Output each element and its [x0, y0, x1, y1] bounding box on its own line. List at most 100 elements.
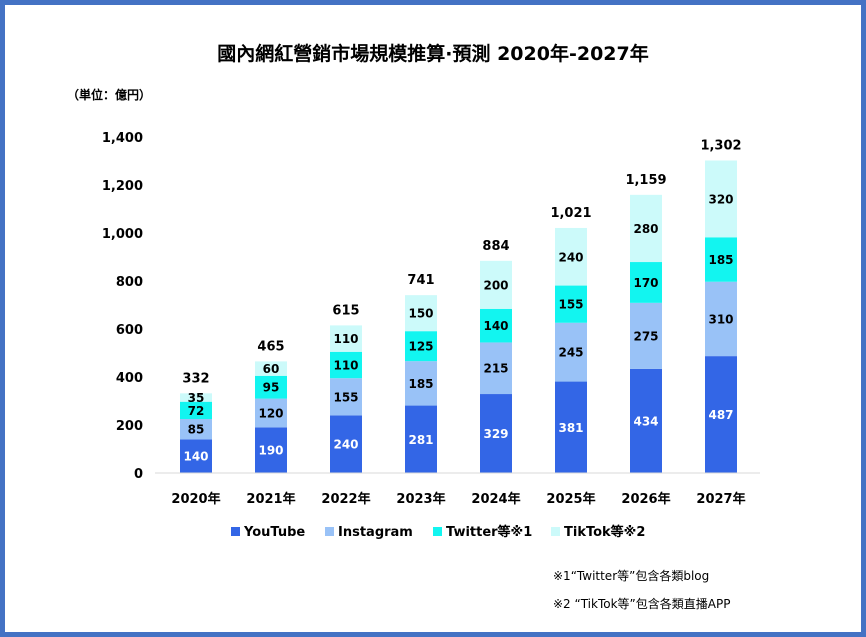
bar-segment-twitter — [255, 375, 287, 399]
total-label: 332 — [182, 371, 209, 386]
stacked-bar-chart: 國內網紅營銷市場規模推算·預測 2020年-2027年 （単位：億円） 0 200… — [67, 42, 760, 611]
bar-segment-twitter — [405, 331, 437, 362]
bar-segment-youtube — [480, 394, 512, 473]
bar-segment-twitter — [480, 308, 512, 343]
x-tick-label: 2020年 — [171, 491, 220, 507]
data-label: 310 — [708, 312, 733, 326]
legend-swatch — [433, 527, 442, 536]
bar-segment-tiktok — [255, 361, 287, 376]
total-label: 615 — [332, 303, 359, 318]
x-tick-label: 2023年 — [396, 491, 445, 507]
y-tick-label: 200 — [116, 419, 143, 434]
bar-segment-tiktok — [630, 194, 662, 263]
x-tick-label: 2027年 — [696, 491, 745, 507]
bar-segment-instagram — [630, 302, 662, 369]
bar-segment-instagram — [330, 378, 362, 416]
data-label: 200 — [483, 278, 508, 292]
data-label: 155 — [558, 298, 583, 312]
unit-label: （単位：億円） — [67, 87, 151, 102]
y-tick-label: 0 — [134, 467, 143, 482]
chart-frame: 國內網紅營銷市場規模推算·預測 2020年-2027年 （単位：億円） 0 200… — [5, 5, 861, 632]
data-label: 240 — [558, 250, 583, 264]
bar-segment-instagram — [255, 398, 287, 428]
data-label: 72 — [188, 404, 205, 418]
x-axis: 2020年 2021年 2022年 2023年 2024年 2025年 2026年 2027年 — [155, 472, 760, 507]
footnote-1: ※1“Twitter等”包含各類blog — [553, 568, 709, 583]
data-label: 185 — [708, 253, 733, 267]
legend-label: TikTok等※2 — [564, 524, 645, 540]
data-label: 110 — [333, 359, 358, 373]
bar-segment-youtube — [330, 415, 362, 473]
legend-swatch — [551, 527, 560, 536]
data-label: 434 — [633, 414, 658, 428]
bar-segment-instagram — [555, 322, 587, 382]
x-tick-label: 2022年 — [321, 491, 370, 507]
data-label: 381 — [558, 421, 583, 435]
bar-segment-youtube — [555, 381, 587, 473]
data-label: 120 — [258, 407, 283, 421]
legend-label: YouTube — [243, 525, 305, 540]
data-label: 60 — [263, 362, 280, 376]
x-tick-label: 2025年 — [546, 491, 595, 507]
data-label: 140 — [483, 319, 508, 333]
y-tick-label: 1,400 — [102, 131, 143, 146]
data-label: 125 — [408, 340, 433, 354]
data-label: 85 — [188, 423, 205, 437]
data-label: 150 — [408, 307, 433, 321]
bar-segment-tiktok — [405, 295, 437, 332]
data-label: 320 — [708, 192, 733, 206]
total-label: 1,159 — [625, 173, 666, 188]
data-label: 190 — [258, 444, 283, 458]
data-label: 95 — [263, 381, 280, 395]
bar-segment-youtube — [705, 356, 737, 473]
total-label: 1,021 — [550, 206, 591, 221]
legend-label: Instagram — [338, 525, 413, 540]
bar-segment-twitter — [630, 262, 662, 303]
bar-segment-tiktok — [480, 260, 512, 309]
chart-title: 國內網紅營銷市場規模推算·預測 2020年-2027年 — [217, 42, 648, 65]
x-tick-label: 2026年 — [621, 491, 670, 507]
data-label: 329 — [483, 427, 508, 441]
y-tick-label: 400 — [116, 371, 143, 386]
x-tick-label: 2024年 — [471, 491, 520, 507]
bar-segment-youtube — [180, 439, 212, 473]
bar-segment-twitter — [180, 401, 212, 419]
bar-segment-tiktok — [705, 160, 737, 238]
total-label: 465 — [257, 339, 284, 354]
legend-swatch — [325, 527, 334, 536]
bar-segment-youtube — [405, 405, 437, 473]
total-label: 741 — [407, 273, 434, 288]
total-label: 884 — [482, 239, 509, 254]
data-label: 140 — [183, 450, 208, 464]
data-label: 245 — [558, 346, 583, 360]
legend-swatch — [231, 527, 240, 536]
bar-segment-twitter — [705, 237, 737, 282]
data-label: 35 — [188, 391, 205, 405]
bar-segment-instagram — [705, 281, 737, 357]
legend-label: Twitter等※1 — [446, 524, 532, 540]
y-tick-label: 600 — [116, 323, 143, 338]
footnote-2: ※2 “TikTok等”包含各類直播APP — [553, 596, 730, 611]
total-label: 1,302 — [700, 139, 741, 154]
data-label: 240 — [333, 438, 358, 452]
data-label: 185 — [408, 377, 433, 391]
y-tick-label: 800 — [116, 275, 143, 290]
y-axis: 0 200 400 600 800 1,000 1,200 1,400 — [102, 131, 143, 482]
bar-segment-instagram — [405, 361, 437, 406]
y-tick-label: 1,200 — [102, 179, 143, 194]
bar-segment-instagram — [180, 419, 212, 440]
bar-segment-youtube — [255, 427, 287, 473]
data-label: 155 — [333, 390, 358, 404]
bar-segment-twitter — [555, 285, 587, 323]
bar-segment-tiktok — [330, 325, 362, 352]
data-label: 170 — [633, 276, 658, 290]
legend: YouTube Instagram Twitter等※1 TikTok等※2 — [231, 524, 645, 540]
data-label: 280 — [633, 222, 658, 236]
data-label: 281 — [408, 433, 433, 447]
bar-segment-twitter — [330, 351, 362, 379]
data-label: 215 — [483, 362, 508, 376]
data-label: 275 — [633, 329, 658, 343]
bar-segment-tiktok — [555, 227, 587, 286]
bar-segment-youtube — [630, 368, 662, 473]
